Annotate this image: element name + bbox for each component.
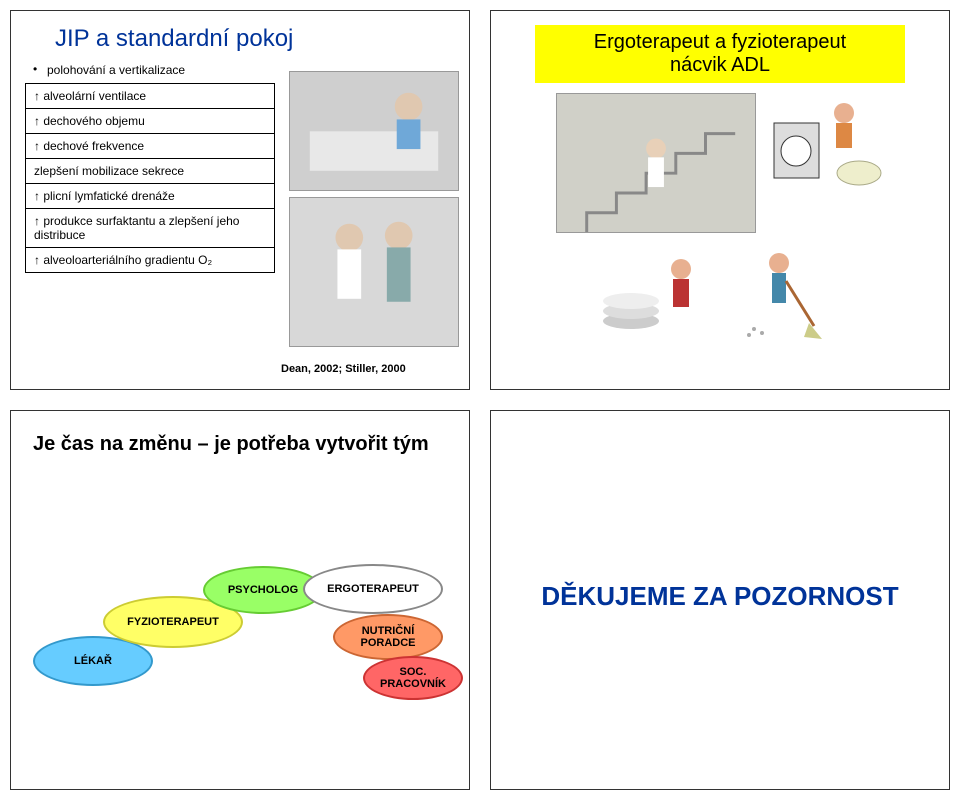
boxed-item: zlepšení mobilizace sekrece (25, 158, 275, 183)
slide-bottom-right: DĚKUJEME ZA POZORNOST (490, 410, 950, 790)
citation: Dean, 2002; Stiller, 2000 (281, 363, 406, 375)
boxed-item: ↑ dechové frekvence (25, 133, 275, 158)
photo-stairs (556, 93, 756, 233)
title-line2: nácvik ADL (670, 54, 770, 76)
boxed-item: ↑ produkce surfaktantu a zlepšení jeho d… (25, 208, 275, 247)
clipart-laundry (764, 93, 884, 193)
boxed-item: ↑ alveolární ventilace (25, 83, 275, 108)
boxed-item: ↑ plicní lymfatické drenáže (25, 183, 275, 208)
title-line1: Ergoterapeut a fyzioterapeut (594, 31, 846, 53)
boxed-list: ↑ alveolární ventilace ↑ dechového objem… (25, 83, 275, 273)
photo-patient-standing (289, 197, 459, 347)
photo-grid (505, 93, 935, 341)
slide-title: JIP a standardní pokoj (25, 25, 455, 53)
team-diagram: LÉKAŘFYZIOTERAPEUTPSYCHOLOGERGOTERAPEUTN… (33, 496, 453, 716)
yellow-title: Ergoterapeut a fyzioterapeut nácvik ADL (535, 25, 905, 83)
clipart-sweeping (724, 241, 844, 341)
team-node: SOC. PRACOVNÍK (363, 656, 463, 700)
team-heading: Je čas na změnu – je potřeba vytvořit tý… (33, 433, 455, 456)
team-node: ERGOTERAPEUT (303, 564, 443, 614)
boxed-item: ↑ alveoloarteriálního gradientu O₂ (25, 247, 275, 273)
team-node: NUTRIČNÍ PORADCE (333, 614, 443, 660)
slide-top-left: JIP a standardní pokoj polohování a vert… (10, 10, 470, 390)
photo-patient-bed (289, 71, 459, 191)
photo-stack (289, 71, 459, 347)
clipart-dishes (596, 241, 716, 341)
slide-bottom-left: Je čas na změnu – je potřeba vytvořit tý… (10, 410, 470, 790)
boxed-item: ↑ dechového objemu (25, 108, 275, 133)
thanks-text: DĚKUJEME ZA POZORNOST (491, 581, 949, 612)
slide-top-right: Ergoterapeut a fyzioterapeut nácvik ADL (490, 10, 950, 390)
